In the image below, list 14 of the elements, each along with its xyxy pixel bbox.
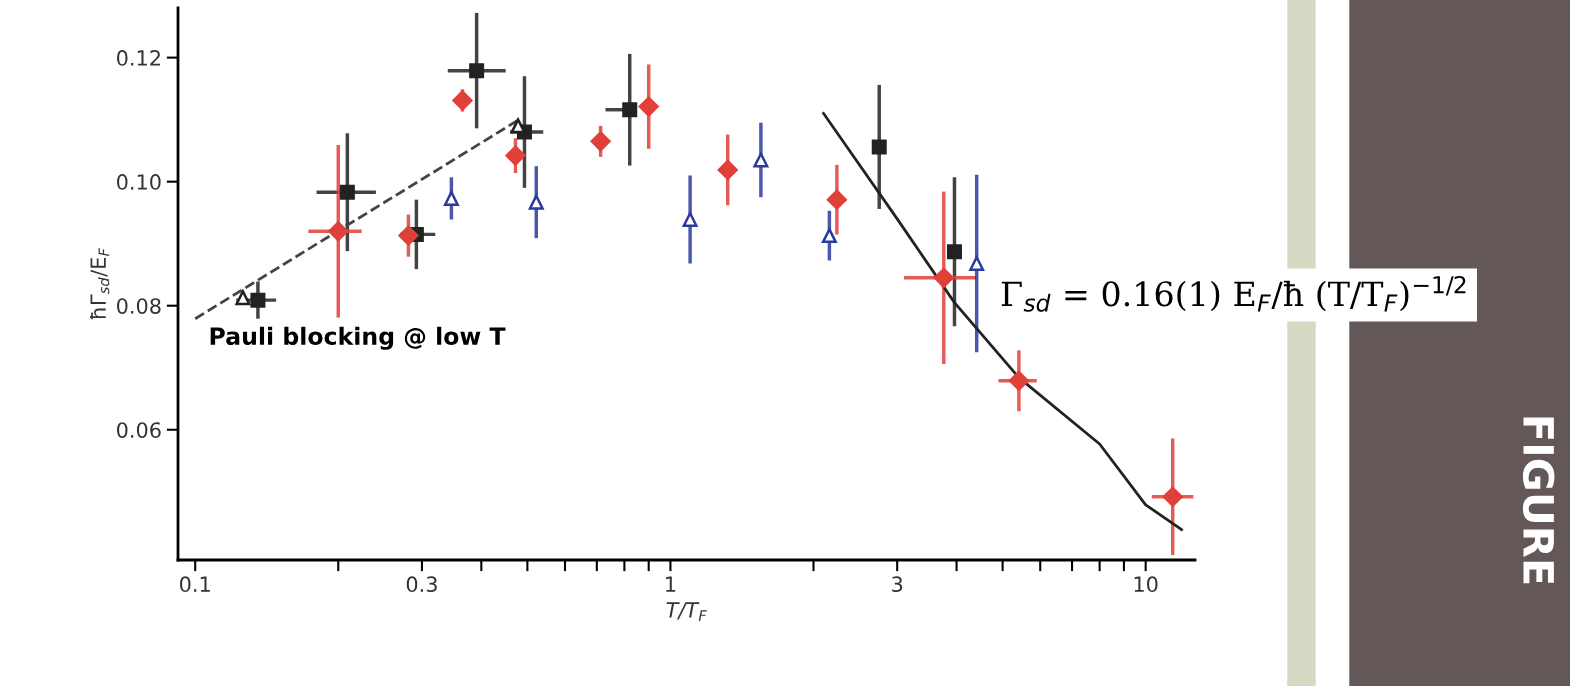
annotation: Pauli blocking @ low T bbox=[210, 326, 506, 350]
x-tick-label: 1 bbox=[666, 576, 676, 592]
y-tick-label: 0.08 bbox=[117, 298, 161, 314]
y-tick-label: 0.06 bbox=[117, 422, 161, 438]
y-axis-title: ħΓ$_{sd}$/E$_{F}$ bbox=[89, 247, 110, 320]
x-tick-label: 3 bbox=[892, 576, 903, 593]
x-axis-title: T/T$_{F}$ bbox=[666, 602, 707, 621]
y-tick-label: 0.10 bbox=[117, 174, 161, 190]
annotation: Γ$_{sd}$ = 0.16(1) E$_{F}$/ħ (T/T$_{F}$)$^{−1/2}$ bbox=[1001, 275, 1466, 312]
x-tick-label: 10 bbox=[1134, 576, 1158, 593]
x-tick-label: 0.3 bbox=[406, 576, 437, 593]
text: FIGURE bbox=[1522, 417, 1555, 584]
y-tick-label: 0.12 bbox=[117, 50, 160, 66]
x-tick-label: 0.1 bbox=[180, 576, 210, 593]
